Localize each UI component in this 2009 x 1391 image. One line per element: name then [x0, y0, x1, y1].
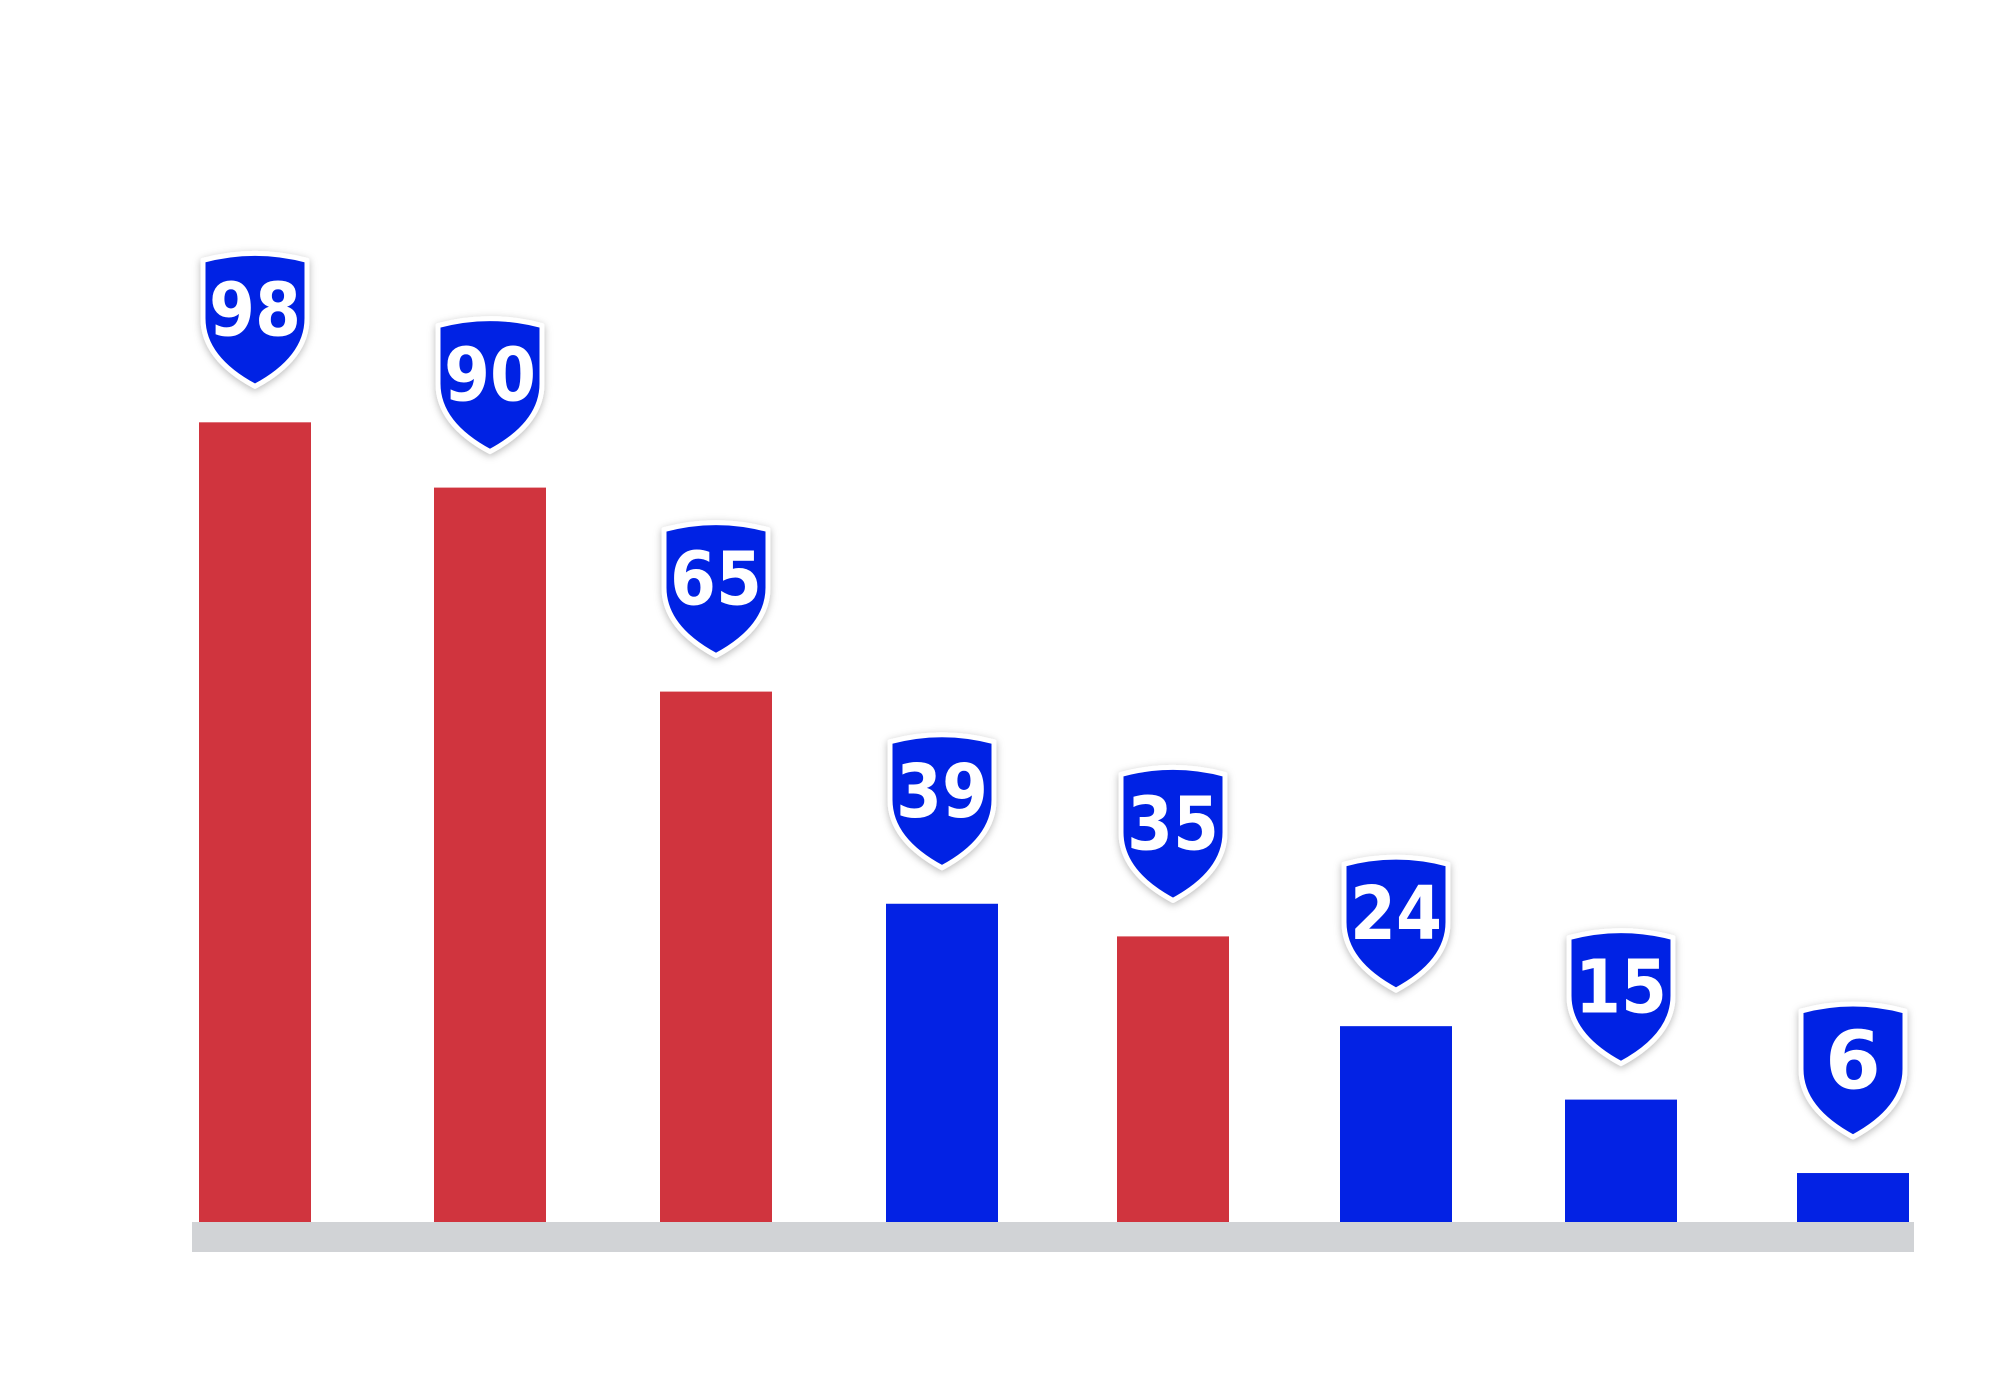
bar-6 [1340, 1026, 1452, 1222]
shield-icon [200, 250, 310, 389]
value-label-text: 24 [1350, 871, 1442, 957]
value-label-text: 65 [670, 537, 762, 623]
bar-3 [660, 691, 772, 1222]
value-label-text: 6 [1825, 1015, 1881, 1108]
value-label-text: 15 [1575, 945, 1667, 1031]
value-label-badge-4: 39 [887, 732, 997, 871]
shield-icon [1566, 928, 1676, 1067]
value-label-text: 98 [209, 267, 301, 353]
value-label-badge-5: 35 [1118, 764, 1228, 903]
bar-4 [886, 903, 998, 1222]
bars-layer [199, 422, 1909, 1223]
value-labels-layer: 98 90 65 39 35 24 15 6 [200, 250, 1908, 1140]
bar-7 [1565, 1099, 1677, 1222]
value-label-badge-8: 6 [1798, 1001, 1908, 1140]
bar-5 [1117, 936, 1229, 1222]
value-label-badge-1: 98 [200, 250, 310, 389]
bar-1 [199, 422, 311, 1222]
shield-icon [661, 520, 771, 659]
bar-2 [434, 487, 546, 1223]
value-label-text: 35 [1127, 781, 1219, 867]
shield-icon [1798, 1001, 1908, 1140]
bar-8 [1797, 1173, 1909, 1222]
value-label-badge-2: 90 [435, 316, 545, 455]
shield-icon [435, 316, 545, 455]
value-label-badge-7: 15 [1566, 928, 1676, 1067]
value-label-text: 90 [444, 333, 536, 419]
shield-icon [1341, 854, 1451, 993]
x-axis-baseline [192, 1222, 1914, 1252]
value-label-badge-6: 24 [1341, 854, 1451, 993]
value-label-badge-3: 65 [661, 520, 771, 659]
value-label-text: 39 [896, 749, 988, 835]
shield-icon [887, 732, 997, 871]
shield-icon [1118, 764, 1228, 903]
